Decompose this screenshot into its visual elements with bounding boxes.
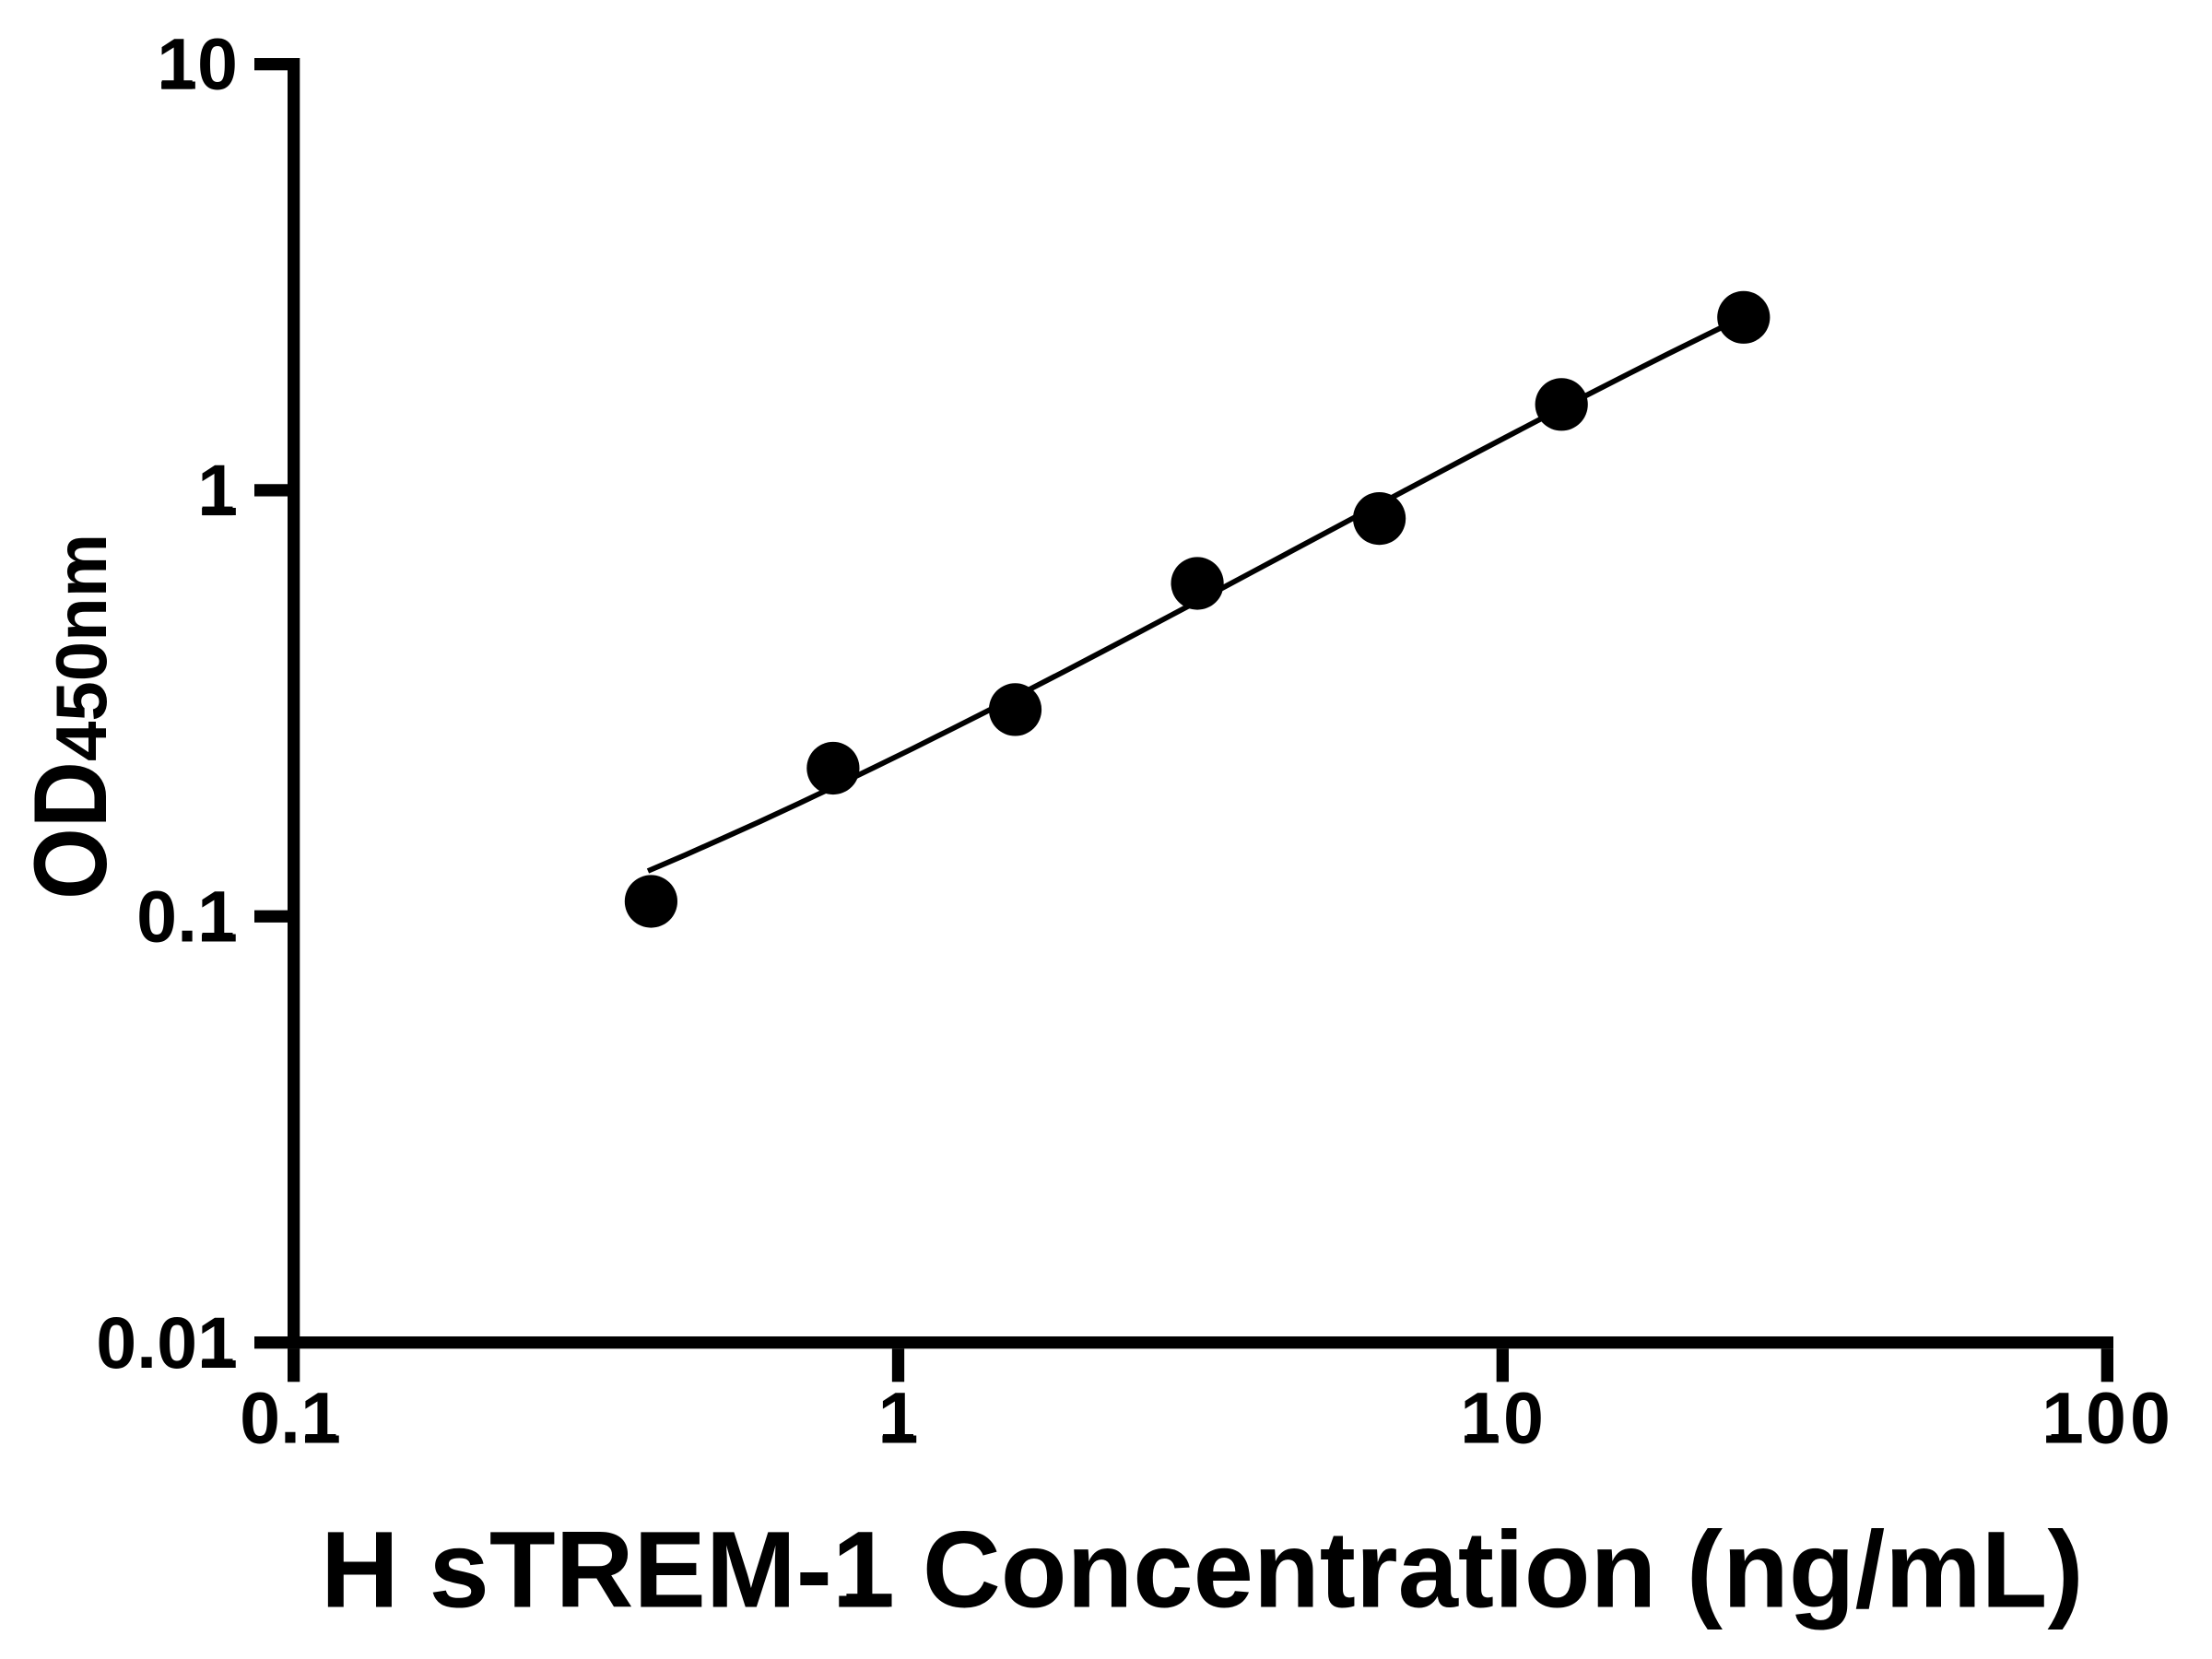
svg-text:450nm: 450nm — [41, 534, 122, 761]
svg-text:OD: OD — [13, 761, 128, 900]
svg-text:10: 10 — [1460, 1377, 1547, 1459]
svg-text:0.01: 0.01 — [96, 1301, 238, 1383]
svg-text:0.1: 0.1 — [240, 1377, 341, 1459]
svg-text:100: 100 — [2041, 1377, 2174, 1459]
svg-text:10: 10 — [157, 23, 238, 105]
svg-text:1: 1 — [197, 449, 238, 531]
svg-text:0.1: 0.1 — [136, 876, 238, 958]
svg-text:1: 1 — [878, 1377, 919, 1459]
svg-text:H sTREM-1 Concentration (ng/mL: H sTREM-1 Concentration (ng/mL) — [321, 1509, 2084, 1630]
